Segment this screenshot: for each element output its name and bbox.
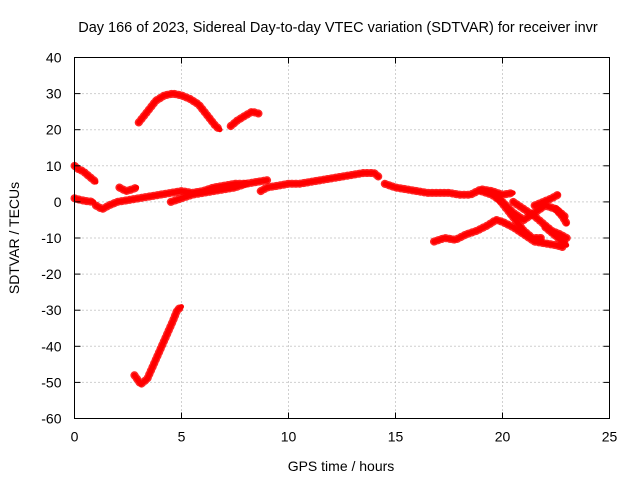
x-tick-label: 10	[281, 429, 297, 445]
series-points-arc-9	[256, 169, 383, 196]
data-series	[70, 89, 571, 389]
y-tick-label: 30	[46, 86, 62, 102]
y-tick-label: 0	[54, 194, 62, 210]
series-points-arc-17	[541, 223, 571, 250]
x-tick-label: 5	[178, 429, 186, 445]
y-tick-label: -60	[41, 411, 61, 427]
y-tick-label: 40	[46, 50, 62, 66]
y-tick-label: -20	[41, 266, 61, 282]
series-points-arc-2	[70, 194, 98, 206]
x-tick-label: 15	[388, 429, 404, 445]
y-tick-label: 10	[46, 158, 62, 174]
y-axis-label: SDTVAR / TECUs	[6, 182, 22, 294]
x-tick-label: 25	[602, 429, 618, 445]
series-points-arc-15	[530, 190, 563, 210]
x-axis-label: GPS time / hours	[288, 458, 395, 474]
series-points-arc-1	[70, 161, 100, 186]
y-tick-label: -30	[41, 302, 61, 318]
y-tick-label: -50	[41, 374, 61, 390]
series-points-arc-16	[552, 205, 571, 228]
series-points-arc-6	[134, 89, 224, 134]
x-tick-label: 0	[71, 429, 79, 445]
series-points-arc-5	[166, 179, 250, 206]
grid-lines	[74, 57, 610, 419]
y-tick-label: -10	[41, 230, 61, 246]
x-tick-label: 20	[495, 429, 511, 445]
y-tick-label: 20	[46, 122, 62, 138]
series-points-arc-13	[494, 194, 545, 242]
axis-ticks: 0 5 10 15 20 25 -60 -50 -40 -30 -20 -10 0 10 20 30 40	[41, 50, 617, 445]
series-points-arc-3	[115, 183, 141, 196]
chart-title: Day 166 of 2023, Sidereal Day-to-day VTE…	[78, 20, 598, 36]
series-points-arc-14	[509, 197, 571, 242]
series-points-arc-7	[226, 107, 263, 131]
series-points-arc-8	[130, 302, 186, 389]
series-points-arc-11	[430, 215, 567, 251]
y-tick-label: -40	[41, 338, 61, 354]
